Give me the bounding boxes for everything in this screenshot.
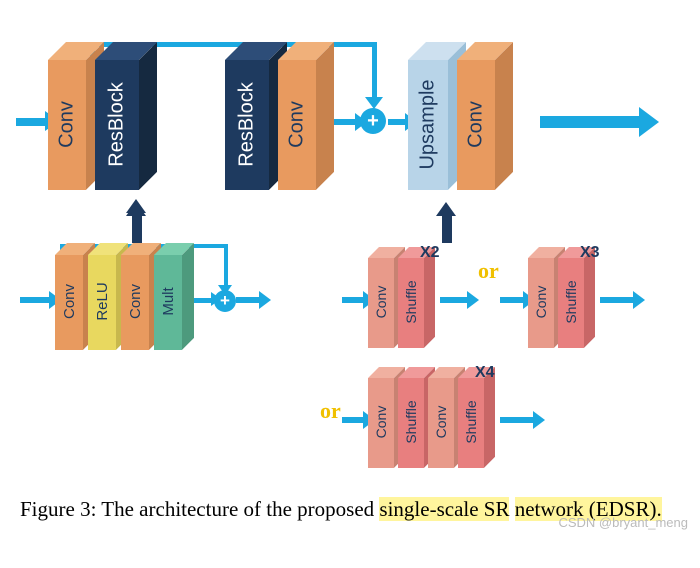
block-label: Mult [160,254,177,349]
block-label: Conv [56,60,79,190]
block-label: Upsample [417,60,440,190]
or-label: or [320,398,341,424]
block-label: Shuffle [463,377,479,467]
block-label: Conv [286,60,309,190]
block-label: Conv [533,257,549,347]
architecture-diagram: Conv ResBlock ResBlock Conv Upsample Conv ● ● … [0,0,700,490]
block-label: Conv [61,254,78,349]
scale-tag: X4 [475,364,495,382]
caption-mid [509,497,514,521]
block-label: Conv [465,60,488,190]
caption-pre: Figure 3: The architecture of the propos… [20,497,379,521]
block-label: Conv [433,377,449,467]
ellipsis-icon: ● ● ● [172,110,216,121]
block-label: Shuffle [403,257,419,347]
add-icon: + [214,290,236,312]
block-label: Conv [373,257,389,347]
watermark: CSDN @bryant_meng [558,515,688,530]
block-label: ResBlock [236,60,259,190]
block-label: Shuffle [403,377,419,467]
caption-highlight-1: single-scale SR [379,497,509,521]
scale-tag: X3 [580,244,600,262]
block-label: ResBlock [106,60,129,190]
add-icon: + [360,108,386,134]
or-label: or [478,258,499,284]
block-label: Conv [373,377,389,467]
scale-tag: X2 [420,244,440,262]
block-label: Shuffle [563,257,579,347]
block-label: ReLU [94,254,111,349]
block-label: Conv [127,254,144,349]
